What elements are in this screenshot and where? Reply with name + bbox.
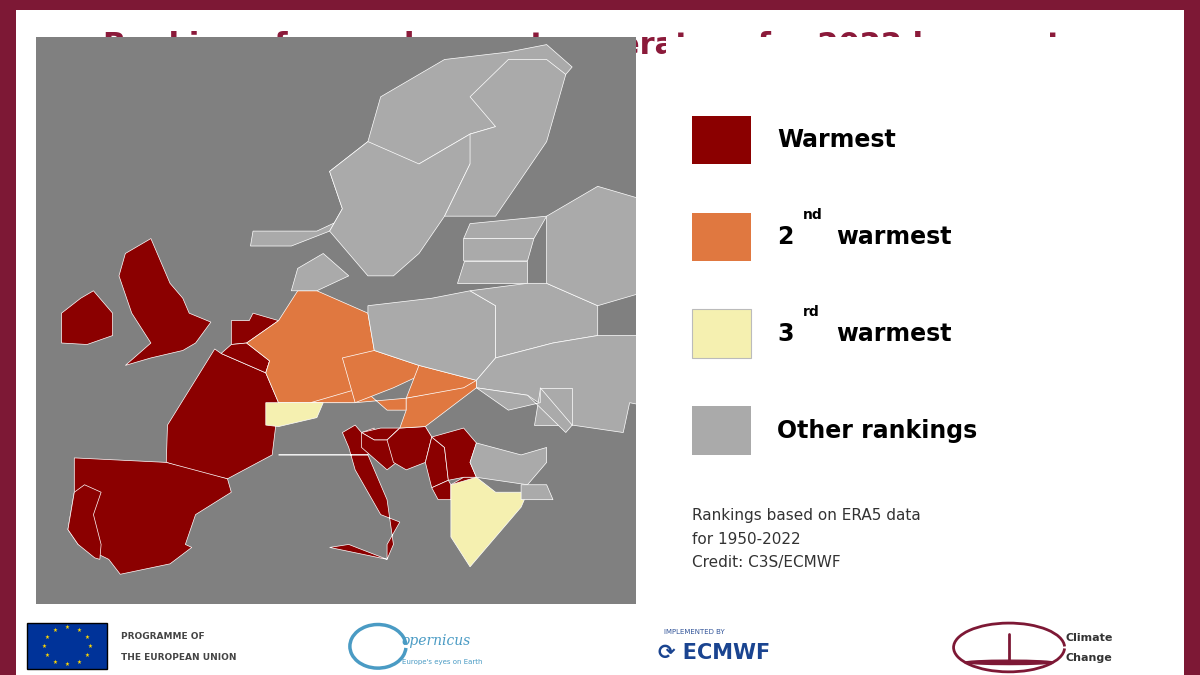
Polygon shape (470, 443, 547, 485)
Polygon shape (128, 349, 278, 479)
Polygon shape (470, 284, 598, 358)
Polygon shape (265, 361, 272, 373)
Text: warmest: warmest (836, 322, 952, 346)
Text: rd: rd (803, 305, 820, 319)
Polygon shape (61, 291, 113, 344)
Polygon shape (463, 238, 534, 261)
Polygon shape (368, 291, 496, 380)
Polygon shape (425, 437, 449, 488)
Text: ★: ★ (44, 634, 49, 640)
Polygon shape (432, 481, 451, 500)
Text: PROGRAMME OF: PROGRAMME OF (121, 632, 204, 641)
Polygon shape (330, 134, 496, 276)
Polygon shape (407, 365, 476, 398)
FancyBboxPatch shape (692, 115, 751, 164)
Polygon shape (361, 427, 432, 470)
Polygon shape (521, 485, 553, 500)
Text: ★: ★ (65, 626, 70, 630)
Text: Europe's eyes on Earth: Europe's eyes on Earth (402, 659, 482, 666)
Text: THE EUROPEAN UNION: THE EUROPEAN UNION (121, 653, 236, 662)
Polygon shape (840, 291, 968, 425)
Polygon shape (311, 387, 407, 410)
Text: Ranking of annual mean temperature for 2022 by country: Ranking of annual mean temperature for 2… (103, 32, 1097, 60)
Text: warmest: warmest (836, 225, 952, 249)
Polygon shape (221, 343, 270, 373)
Polygon shape (342, 350, 425, 403)
Polygon shape (251, 45, 572, 246)
Polygon shape (457, 261, 528, 284)
Text: ★: ★ (77, 628, 82, 633)
Text: Other rankings: Other rankings (776, 418, 977, 443)
Text: ★: ★ (53, 659, 58, 665)
Text: ★: ★ (85, 634, 90, 640)
Text: ★: ★ (44, 653, 49, 658)
Polygon shape (68, 485, 101, 560)
Text: ★: ★ (88, 644, 92, 649)
Polygon shape (0, 119, 23, 164)
Text: ⟳ ECMWF: ⟳ ECMWF (659, 643, 770, 664)
Text: 3: 3 (776, 322, 793, 346)
Text: Warmest: Warmest (776, 128, 895, 152)
Polygon shape (400, 380, 476, 428)
Text: Change: Change (1066, 653, 1112, 663)
Polygon shape (119, 238, 211, 365)
Polygon shape (361, 428, 400, 440)
Polygon shape (292, 254, 349, 291)
Polygon shape (476, 335, 674, 433)
FancyBboxPatch shape (28, 624, 107, 670)
Polygon shape (68, 458, 232, 574)
FancyBboxPatch shape (692, 213, 751, 261)
Text: ★: ★ (65, 662, 70, 667)
Text: Climate: Climate (1066, 632, 1112, 643)
Polygon shape (265, 403, 323, 427)
FancyBboxPatch shape (692, 406, 751, 455)
Text: ★: ★ (41, 644, 46, 649)
Polygon shape (476, 387, 572, 433)
Text: ★: ★ (85, 653, 90, 658)
Polygon shape (451, 477, 476, 500)
Text: 2: 2 (776, 225, 793, 249)
Circle shape (965, 660, 1054, 665)
Polygon shape (463, 216, 547, 238)
Text: opernicus: opernicus (401, 634, 470, 647)
Polygon shape (432, 428, 476, 481)
Text: ★: ★ (77, 659, 82, 665)
Text: nd: nd (803, 208, 822, 222)
Text: Rankings based on ERA5 data
for 1950-2022
Credit: C3S/ECMWF: Rankings based on ERA5 data for 1950-202… (692, 508, 920, 570)
Polygon shape (451, 477, 528, 567)
Polygon shape (232, 313, 278, 344)
Polygon shape (247, 291, 374, 403)
Text: IMPLEMENTED BY: IMPLEMENTED BY (665, 629, 725, 635)
Text: ★: ★ (53, 628, 58, 633)
Polygon shape (278, 425, 400, 560)
Polygon shape (444, 59, 565, 216)
Polygon shape (547, 186, 700, 306)
Polygon shape (534, 387, 572, 425)
Polygon shape (388, 427, 432, 470)
FancyBboxPatch shape (692, 309, 751, 358)
